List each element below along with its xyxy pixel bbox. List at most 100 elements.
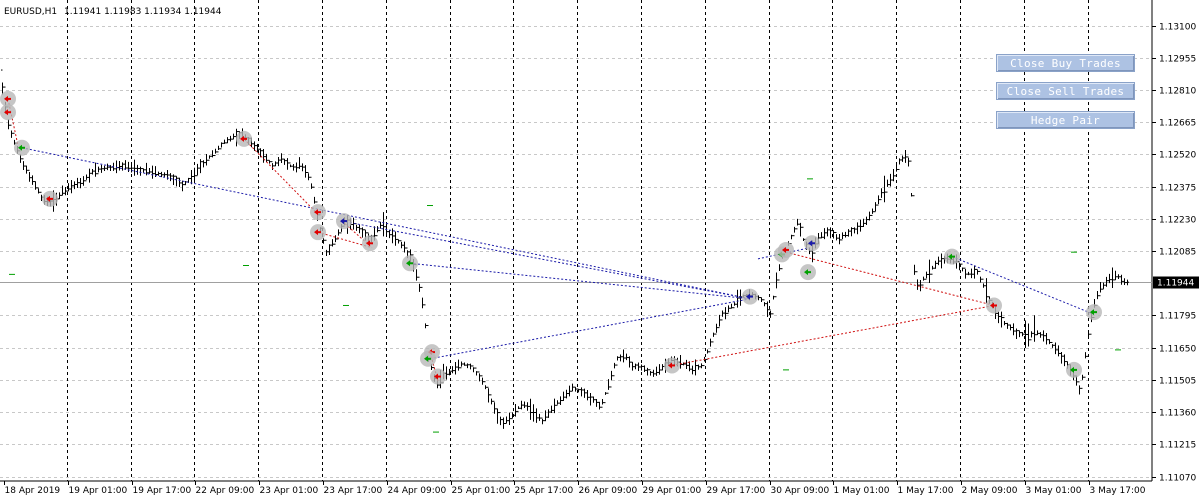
price-bar bbox=[523, 401, 526, 408]
price-bar bbox=[898, 158, 901, 170]
price-bar bbox=[217, 145, 220, 153]
price-tick-label: 1.12665 bbox=[1159, 119, 1196, 129]
time-tick-label: 25 Apr 17:00 bbox=[515, 486, 574, 496]
price-tick-label: 1.12085 bbox=[1159, 248, 1196, 258]
price-bar bbox=[892, 168, 895, 182]
price-bar bbox=[79, 177, 82, 189]
price-bar bbox=[295, 162, 298, 173]
sell-link-line bbox=[785, 251, 995, 306]
price-bar bbox=[733, 302, 736, 309]
close-sell-trades-button[interactable]: Close Sell Trades bbox=[996, 82, 1135, 100]
price-bar bbox=[139, 166, 142, 176]
price-bar bbox=[772, 295, 775, 315]
price-bar bbox=[181, 180, 184, 192]
price-bar bbox=[478, 371, 481, 382]
price-bar bbox=[589, 393, 592, 406]
price-tick-label: 1.12375 bbox=[1159, 184, 1196, 194]
price-bar bbox=[100, 164, 103, 173]
price-bar bbox=[658, 364, 661, 375]
trade-marker bbox=[430, 368, 446, 385]
price-bar bbox=[118, 160, 121, 171]
price-bar bbox=[490, 394, 493, 405]
price-bar bbox=[640, 364, 643, 371]
price-bar bbox=[382, 212, 385, 237]
price-bar bbox=[790, 234, 793, 244]
price-bar bbox=[199, 159, 202, 174]
price-bar bbox=[1018, 330, 1021, 338]
price-bar bbox=[886, 179, 889, 193]
price-bar bbox=[1003, 317, 1006, 326]
price-bar bbox=[283, 158, 286, 165]
close-buy-trades-button[interactable]: Close Buy Trades bbox=[996, 54, 1135, 72]
trade-marker bbox=[362, 235, 378, 252]
price-bar bbox=[142, 168, 145, 173]
price-bar bbox=[1045, 332, 1048, 345]
price-bar bbox=[799, 222, 802, 237]
price-bar bbox=[895, 164, 898, 177]
price-bar bbox=[265, 153, 268, 163]
price-bar bbox=[511, 412, 514, 420]
symbol-label: EURUSD,H1 bbox=[4, 7, 57, 17]
price-bar bbox=[1009, 324, 1012, 331]
price-bar bbox=[496, 408, 499, 424]
price-bar bbox=[508, 412, 511, 425]
price-bar bbox=[262, 148, 265, 163]
price-bar bbox=[253, 141, 256, 151]
price-bar bbox=[505, 416, 508, 424]
time-tick-label: 3 May 17:00 bbox=[1090, 486, 1146, 496]
hedge-pair-button[interactable]: Hedge Pair bbox=[996, 111, 1135, 129]
price-bar bbox=[136, 164, 139, 175]
price-bar bbox=[133, 159, 136, 176]
price-bar bbox=[1099, 281, 1102, 297]
trade-marker bbox=[804, 235, 820, 252]
price-bar bbox=[484, 381, 487, 390]
price-bar bbox=[904, 150, 907, 163]
price-bar bbox=[157, 171, 160, 176]
price-tick-label: 1.12230 bbox=[1159, 216, 1196, 226]
time-tick-label: 25 Apr 01:00 bbox=[452, 486, 511, 496]
time-tick-label: 1 May 17:00 bbox=[898, 486, 954, 496]
price-bar bbox=[1036, 330, 1039, 336]
time-tick-label: 23 Apr 17:00 bbox=[324, 486, 383, 496]
price-bar bbox=[394, 231, 397, 246]
price-bar bbox=[682, 362, 685, 366]
price-bar bbox=[94, 162, 97, 177]
price-bar bbox=[421, 286, 424, 309]
price-bar bbox=[148, 167, 151, 174]
time-tick-label: 3 May 01:00 bbox=[1026, 486, 1082, 496]
sell-link-line bbox=[317, 231, 373, 249]
price-tick-label: 1.12520 bbox=[1159, 151, 1196, 161]
price-bar bbox=[601, 398, 604, 408]
price-tick-label: 1.11070 bbox=[1159, 474, 1196, 484]
price-bar bbox=[856, 222, 859, 235]
price-bar bbox=[499, 412, 502, 426]
time-tick-label: 30 Apr 09:00 bbox=[771, 486, 830, 496]
price-bar bbox=[958, 261, 961, 271]
trade-marker bbox=[664, 357, 680, 374]
price-bar bbox=[778, 264, 781, 281]
price-bar bbox=[1051, 341, 1054, 348]
price-bar bbox=[124, 160, 127, 170]
price-bar bbox=[931, 265, 934, 275]
price-bar bbox=[493, 400, 496, 414]
price-bar bbox=[616, 356, 619, 366]
trade-marker bbox=[986, 297, 1002, 314]
price-bar bbox=[529, 398, 532, 420]
price-bar bbox=[61, 185, 64, 196]
time-axis: 18 Apr 2019 19 Apr 01:00 19 Apr 17:00 22 Ap… bbox=[4, 481, 1146, 496]
price-bar bbox=[325, 239, 328, 256]
chart-header: EURUSD,H1 1.11941 1.11983 1.11934 1.1194… bbox=[4, 7, 222, 17]
trade-marker bbox=[1066, 361, 1082, 378]
sell-link-line bbox=[243, 138, 319, 215]
price-bar bbox=[1111, 267, 1114, 289]
price-bar bbox=[862, 218, 865, 228]
price-bar bbox=[916, 271, 919, 290]
price-bar bbox=[706, 349, 709, 360]
price-bar bbox=[1057, 345, 1060, 357]
price-bar bbox=[838, 234, 841, 245]
trade-marker bbox=[14, 139, 30, 156]
price-bar bbox=[565, 389, 568, 399]
price-bar bbox=[928, 259, 931, 284]
price-bar bbox=[643, 365, 646, 372]
